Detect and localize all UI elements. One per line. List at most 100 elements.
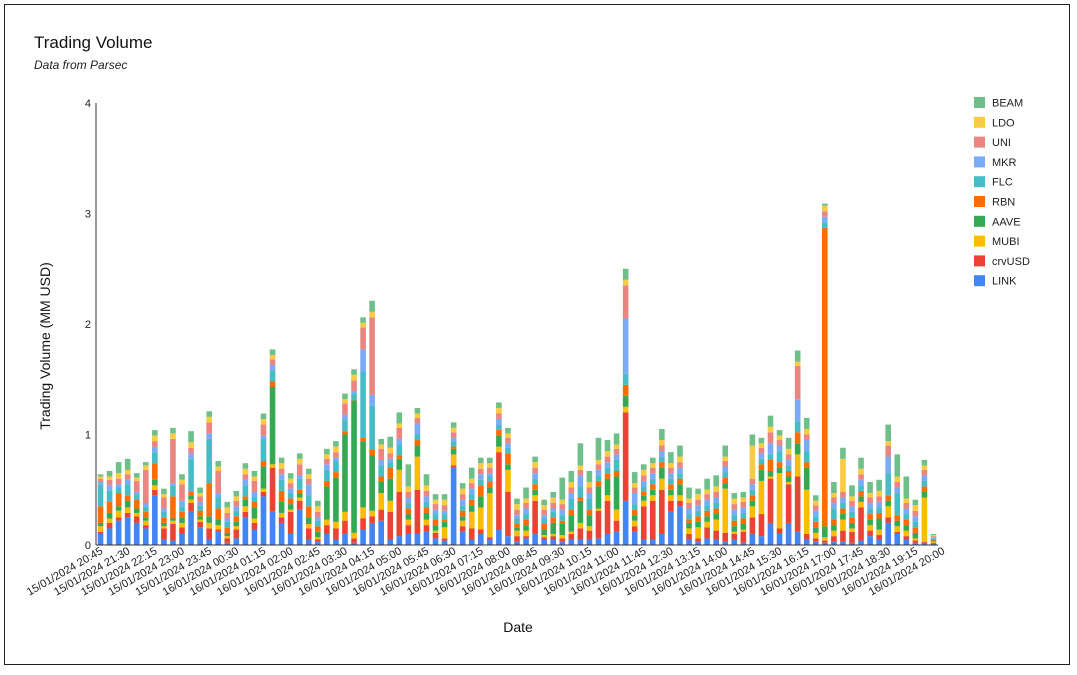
bar-segment xyxy=(224,501,231,508)
bar-segment xyxy=(722,456,729,462)
bar-segment xyxy=(604,462,611,468)
bar-segment xyxy=(197,516,203,520)
bar-segment xyxy=(251,480,258,492)
bar-segment xyxy=(577,539,584,545)
bar-segment xyxy=(523,536,529,539)
bar-segment xyxy=(242,496,249,500)
bar-segment xyxy=(296,500,303,510)
bar-segment xyxy=(686,514,692,520)
bar-segment xyxy=(170,520,176,524)
bar-segment xyxy=(170,496,176,519)
bar-segment xyxy=(514,524,520,528)
bar-segment xyxy=(659,456,665,463)
bar-segment xyxy=(206,483,212,517)
bar-segment xyxy=(604,440,611,452)
bar-segment xyxy=(459,510,466,517)
bar-segment xyxy=(840,519,846,531)
bar-segment xyxy=(333,477,339,522)
bar-segment xyxy=(378,448,384,460)
bar-segment xyxy=(477,496,484,508)
bar-segment xyxy=(523,525,529,531)
bar-segment xyxy=(215,470,222,494)
bar-segment xyxy=(97,531,104,534)
bar-segment xyxy=(441,540,448,545)
bar-segment xyxy=(206,522,212,529)
bar-segment xyxy=(152,485,158,490)
bar-segment xyxy=(876,518,882,530)
bar-segment xyxy=(532,473,538,479)
bar-segment xyxy=(731,509,738,516)
y-tick-label: 3 xyxy=(85,209,91,221)
bar-segment xyxy=(414,407,421,414)
bar-segment xyxy=(867,493,873,498)
legend-label: UNI xyxy=(992,137,1011,149)
bar-segment xyxy=(487,467,493,474)
bar-segment xyxy=(785,476,792,483)
bar-segment xyxy=(206,438,212,484)
bar-segment xyxy=(287,483,294,489)
legend-swatch xyxy=(974,275,985,287)
bar-segment xyxy=(876,507,882,513)
bar-segment xyxy=(532,495,538,501)
bar-segment xyxy=(287,511,294,534)
bar-segment xyxy=(242,463,249,469)
bar-segment xyxy=(831,497,837,504)
bar-segment xyxy=(604,478,611,496)
bar-segment xyxy=(559,515,566,521)
bar-segment xyxy=(505,447,511,454)
bar-segment xyxy=(450,432,457,438)
bar-segment xyxy=(695,541,701,545)
bar-segment xyxy=(831,493,837,498)
bar-segment xyxy=(586,498,593,510)
bar-segment xyxy=(758,447,765,454)
bar-segment xyxy=(432,519,439,526)
bar-segment xyxy=(287,533,294,545)
bar-segment xyxy=(822,227,828,527)
bar-segment xyxy=(142,465,149,470)
bar-segment xyxy=(324,454,330,459)
bar-segment xyxy=(251,518,258,523)
bar-segment xyxy=(414,456,421,490)
bar-segment xyxy=(224,521,231,528)
bar-segment xyxy=(794,443,801,455)
bar-segment xyxy=(577,522,584,529)
bar-segment xyxy=(930,543,937,545)
bar-segment xyxy=(849,522,855,529)
bar-segment xyxy=(650,463,656,468)
bar-segment xyxy=(414,413,421,418)
bar-segment xyxy=(794,454,801,477)
bar-segment xyxy=(124,517,131,546)
bar-segment xyxy=(595,464,602,470)
bar-segment xyxy=(432,532,439,539)
bar-segment xyxy=(794,476,801,532)
bar-segment xyxy=(541,529,547,536)
bar-segment xyxy=(369,522,375,545)
bar-segment xyxy=(695,488,701,495)
bar-segment xyxy=(677,445,683,457)
bar-segment xyxy=(233,529,240,539)
bar-segment xyxy=(650,489,656,496)
bar-segment xyxy=(767,415,774,427)
bar-segment xyxy=(124,458,131,470)
bar-segment xyxy=(233,506,240,511)
bar-segment xyxy=(215,529,222,532)
bar-segment xyxy=(432,509,439,515)
bar-segment xyxy=(930,536,937,538)
bar-segment xyxy=(749,517,756,534)
bar-segment xyxy=(405,497,412,504)
bar-segment xyxy=(342,431,348,435)
bar-segment xyxy=(333,539,339,545)
bar-segment xyxy=(296,453,303,459)
bar-segment xyxy=(315,517,321,521)
bar-segment xyxy=(260,466,267,489)
bar-segment xyxy=(342,511,348,521)
bar-segment xyxy=(622,412,629,501)
bar-segment xyxy=(170,427,176,434)
bar-segment xyxy=(215,461,222,467)
bar-segment xyxy=(296,478,303,490)
bar-segment xyxy=(822,203,828,206)
bar-segment xyxy=(342,403,348,415)
bar-segment xyxy=(659,428,665,441)
bar-segment xyxy=(251,507,258,519)
legend-label: RBN xyxy=(992,197,1015,209)
